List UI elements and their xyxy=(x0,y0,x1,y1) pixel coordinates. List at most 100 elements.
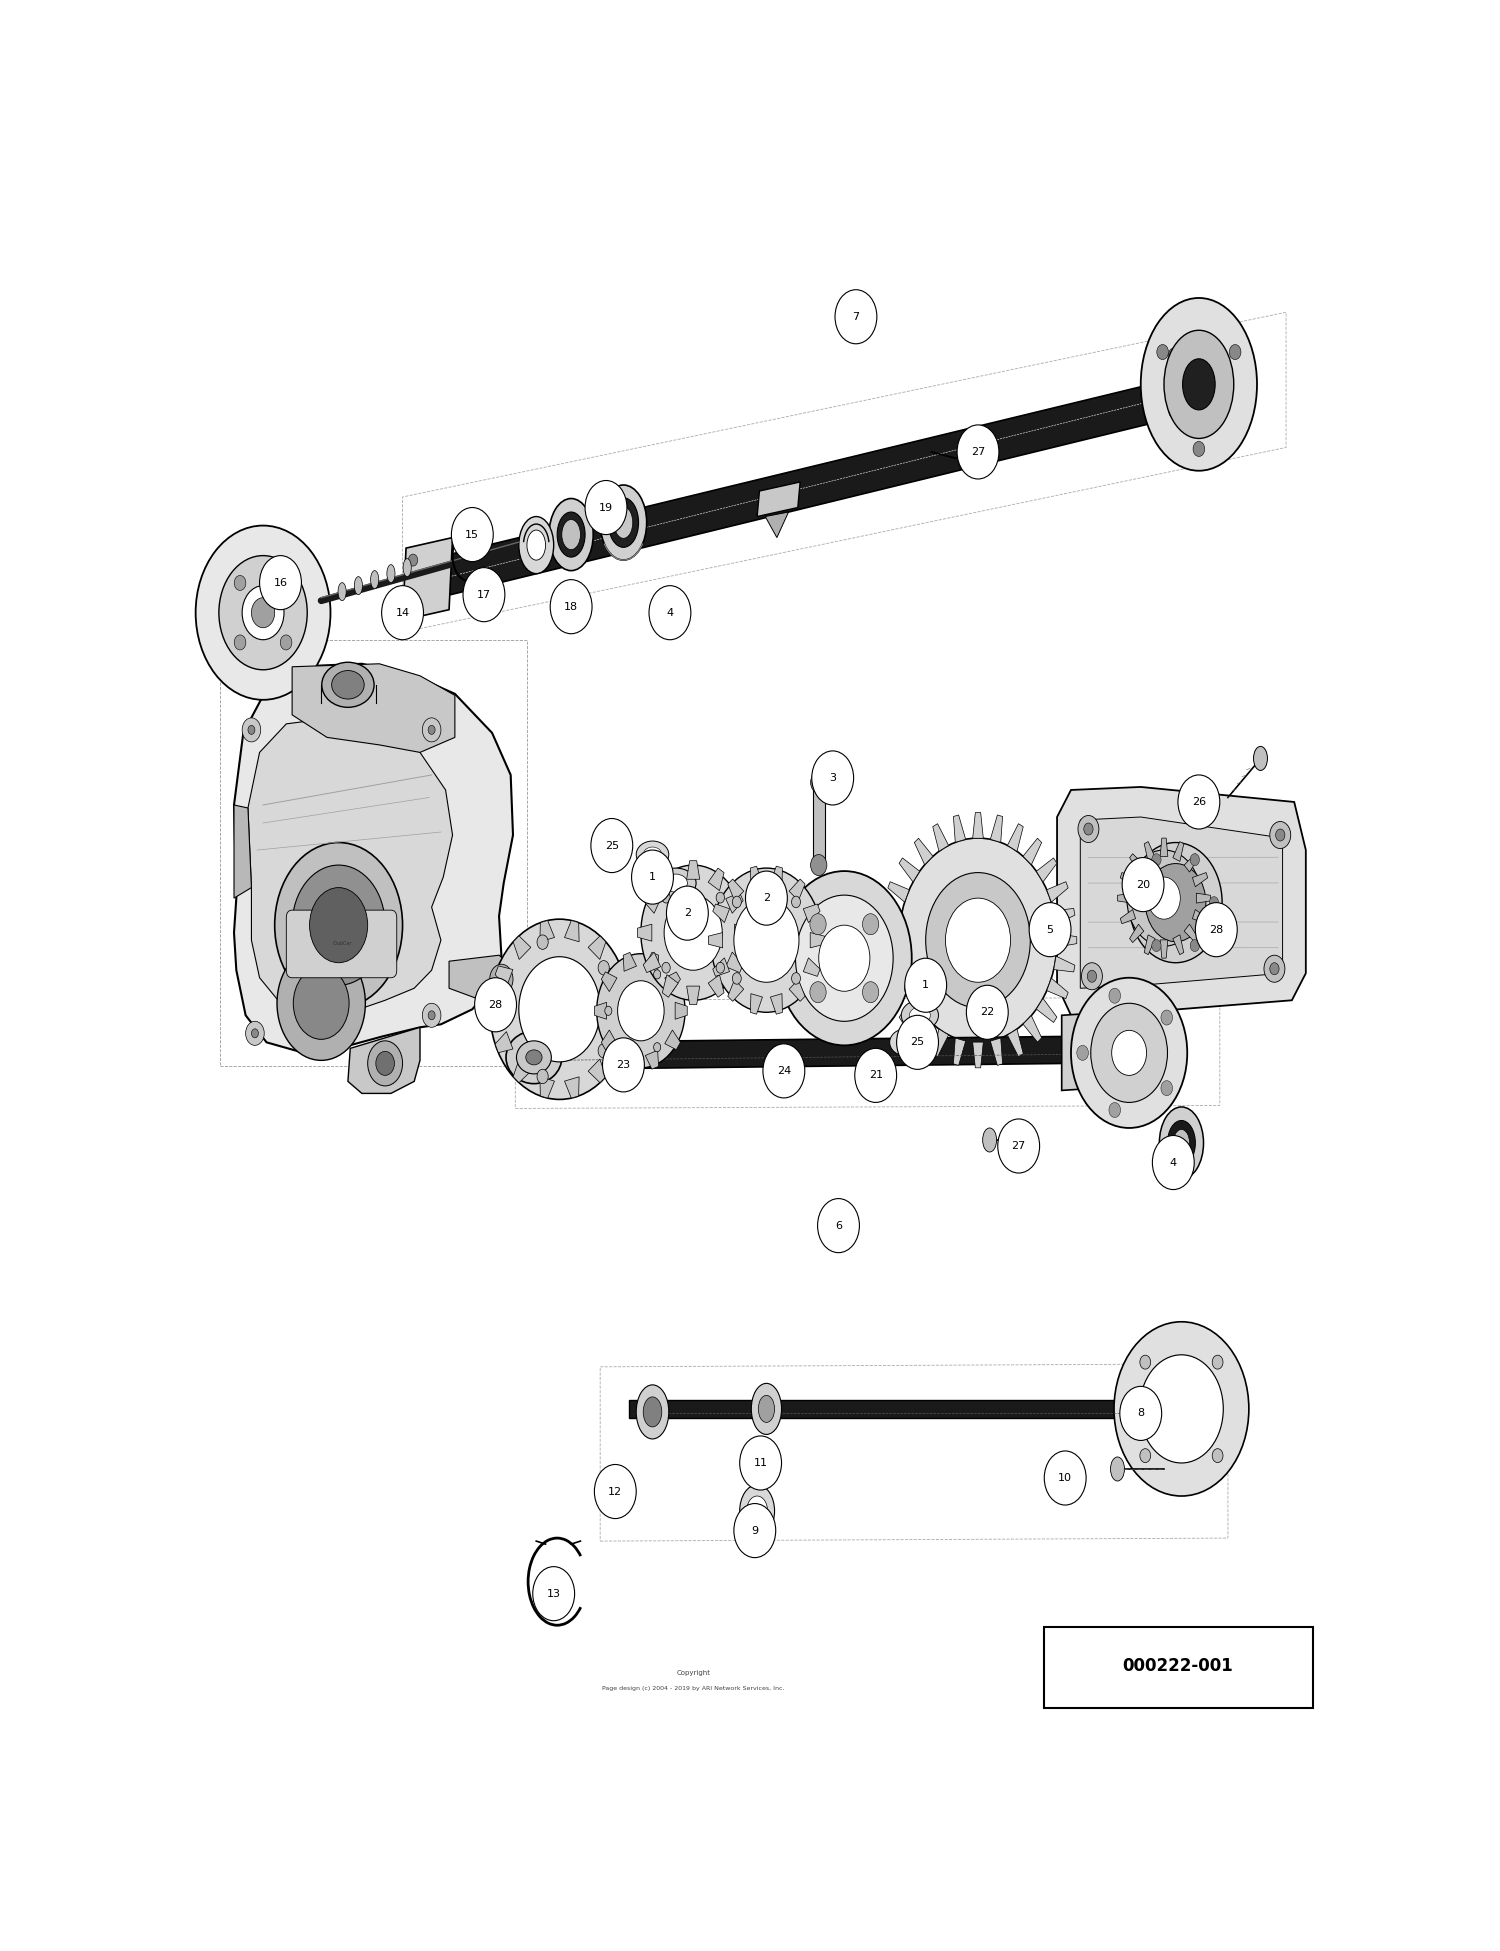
Circle shape xyxy=(897,1015,939,1069)
Circle shape xyxy=(252,597,274,628)
Circle shape xyxy=(500,1003,510,1016)
Circle shape xyxy=(732,974,741,983)
Circle shape xyxy=(246,1020,264,1046)
Circle shape xyxy=(1209,897,1218,909)
Polygon shape xyxy=(663,868,678,892)
Polygon shape xyxy=(602,972,616,991)
Polygon shape xyxy=(495,966,513,987)
Circle shape xyxy=(604,1007,612,1015)
Polygon shape xyxy=(933,823,948,851)
Circle shape xyxy=(423,718,441,741)
Text: 6: 6 xyxy=(836,1221,842,1231)
Polygon shape xyxy=(1047,977,1068,999)
Circle shape xyxy=(1108,1102,1120,1118)
Ellipse shape xyxy=(636,1385,669,1440)
Text: 22: 22 xyxy=(980,1007,994,1016)
Circle shape xyxy=(898,839,1058,1042)
Polygon shape xyxy=(292,663,454,753)
Circle shape xyxy=(248,726,255,734)
Text: 15: 15 xyxy=(465,529,480,540)
Circle shape xyxy=(1108,989,1120,1003)
Circle shape xyxy=(966,985,1008,1040)
Ellipse shape xyxy=(546,1586,567,1615)
Circle shape xyxy=(1140,1354,1224,1463)
Circle shape xyxy=(1156,345,1168,359)
Circle shape xyxy=(1029,903,1071,956)
Polygon shape xyxy=(664,1030,681,1050)
Polygon shape xyxy=(1144,935,1155,954)
Text: 16: 16 xyxy=(273,577,288,587)
Polygon shape xyxy=(954,1038,966,1065)
Circle shape xyxy=(777,870,912,1046)
Polygon shape xyxy=(420,378,1176,603)
Polygon shape xyxy=(804,903,820,923)
Circle shape xyxy=(1140,1450,1150,1463)
Ellipse shape xyxy=(752,1383,782,1434)
Circle shape xyxy=(1152,1135,1194,1190)
Text: 23: 23 xyxy=(616,1059,630,1069)
Circle shape xyxy=(746,870,788,925)
Circle shape xyxy=(603,1038,645,1093)
Polygon shape xyxy=(1008,823,1023,851)
Circle shape xyxy=(597,954,686,1067)
Circle shape xyxy=(219,556,308,669)
Polygon shape xyxy=(765,511,789,538)
Ellipse shape xyxy=(890,1028,922,1055)
Polygon shape xyxy=(644,952,660,974)
Polygon shape xyxy=(712,958,729,976)
Text: Page design (c) 2004 - 2019 by ARI Network Services, Inc.: Page design (c) 2004 - 2019 by ARI Netwo… xyxy=(602,1686,784,1692)
Polygon shape xyxy=(726,952,742,974)
Circle shape xyxy=(957,425,999,480)
Circle shape xyxy=(792,974,801,983)
Polygon shape xyxy=(888,882,909,901)
Text: 20: 20 xyxy=(1136,880,1150,890)
Polygon shape xyxy=(1173,841,1184,862)
Text: 3: 3 xyxy=(830,773,836,782)
Polygon shape xyxy=(750,993,762,1015)
Polygon shape xyxy=(750,866,762,888)
Polygon shape xyxy=(1120,909,1136,923)
Circle shape xyxy=(408,554,417,566)
Circle shape xyxy=(585,480,627,535)
Circle shape xyxy=(1230,345,1240,359)
Text: 24: 24 xyxy=(777,1065,790,1075)
Polygon shape xyxy=(1047,882,1068,901)
Polygon shape xyxy=(879,933,898,946)
Ellipse shape xyxy=(644,1397,662,1426)
Polygon shape xyxy=(1197,894,1210,903)
Circle shape xyxy=(1114,1321,1250,1496)
Polygon shape xyxy=(1118,894,1131,903)
Polygon shape xyxy=(915,1016,933,1042)
Circle shape xyxy=(640,864,746,1001)
Circle shape xyxy=(408,591,417,603)
Circle shape xyxy=(716,892,724,903)
Text: 5: 5 xyxy=(1047,925,1053,935)
Polygon shape xyxy=(1080,817,1282,989)
Text: 19: 19 xyxy=(598,503,613,513)
Ellipse shape xyxy=(1164,330,1233,439)
Circle shape xyxy=(1120,1387,1161,1440)
Polygon shape xyxy=(1192,909,1208,923)
Circle shape xyxy=(1130,843,1222,962)
Ellipse shape xyxy=(332,671,364,698)
Ellipse shape xyxy=(1167,1120,1196,1165)
Text: 27: 27 xyxy=(970,447,986,457)
Circle shape xyxy=(537,935,548,950)
Circle shape xyxy=(427,1011,435,1020)
Polygon shape xyxy=(708,976,724,997)
Ellipse shape xyxy=(664,874,687,892)
Polygon shape xyxy=(1144,841,1155,862)
Circle shape xyxy=(1090,1003,1167,1102)
Circle shape xyxy=(810,773,826,792)
Circle shape xyxy=(1082,962,1102,989)
Circle shape xyxy=(532,1567,574,1621)
Ellipse shape xyxy=(636,841,669,868)
Text: 27: 27 xyxy=(1011,1141,1026,1151)
Polygon shape xyxy=(1058,786,1306,1015)
Circle shape xyxy=(1196,903,1237,956)
Text: 2: 2 xyxy=(684,907,692,919)
Ellipse shape xyxy=(562,519,580,550)
Circle shape xyxy=(1146,864,1206,942)
Circle shape xyxy=(654,1042,660,1052)
Circle shape xyxy=(1190,855,1200,866)
